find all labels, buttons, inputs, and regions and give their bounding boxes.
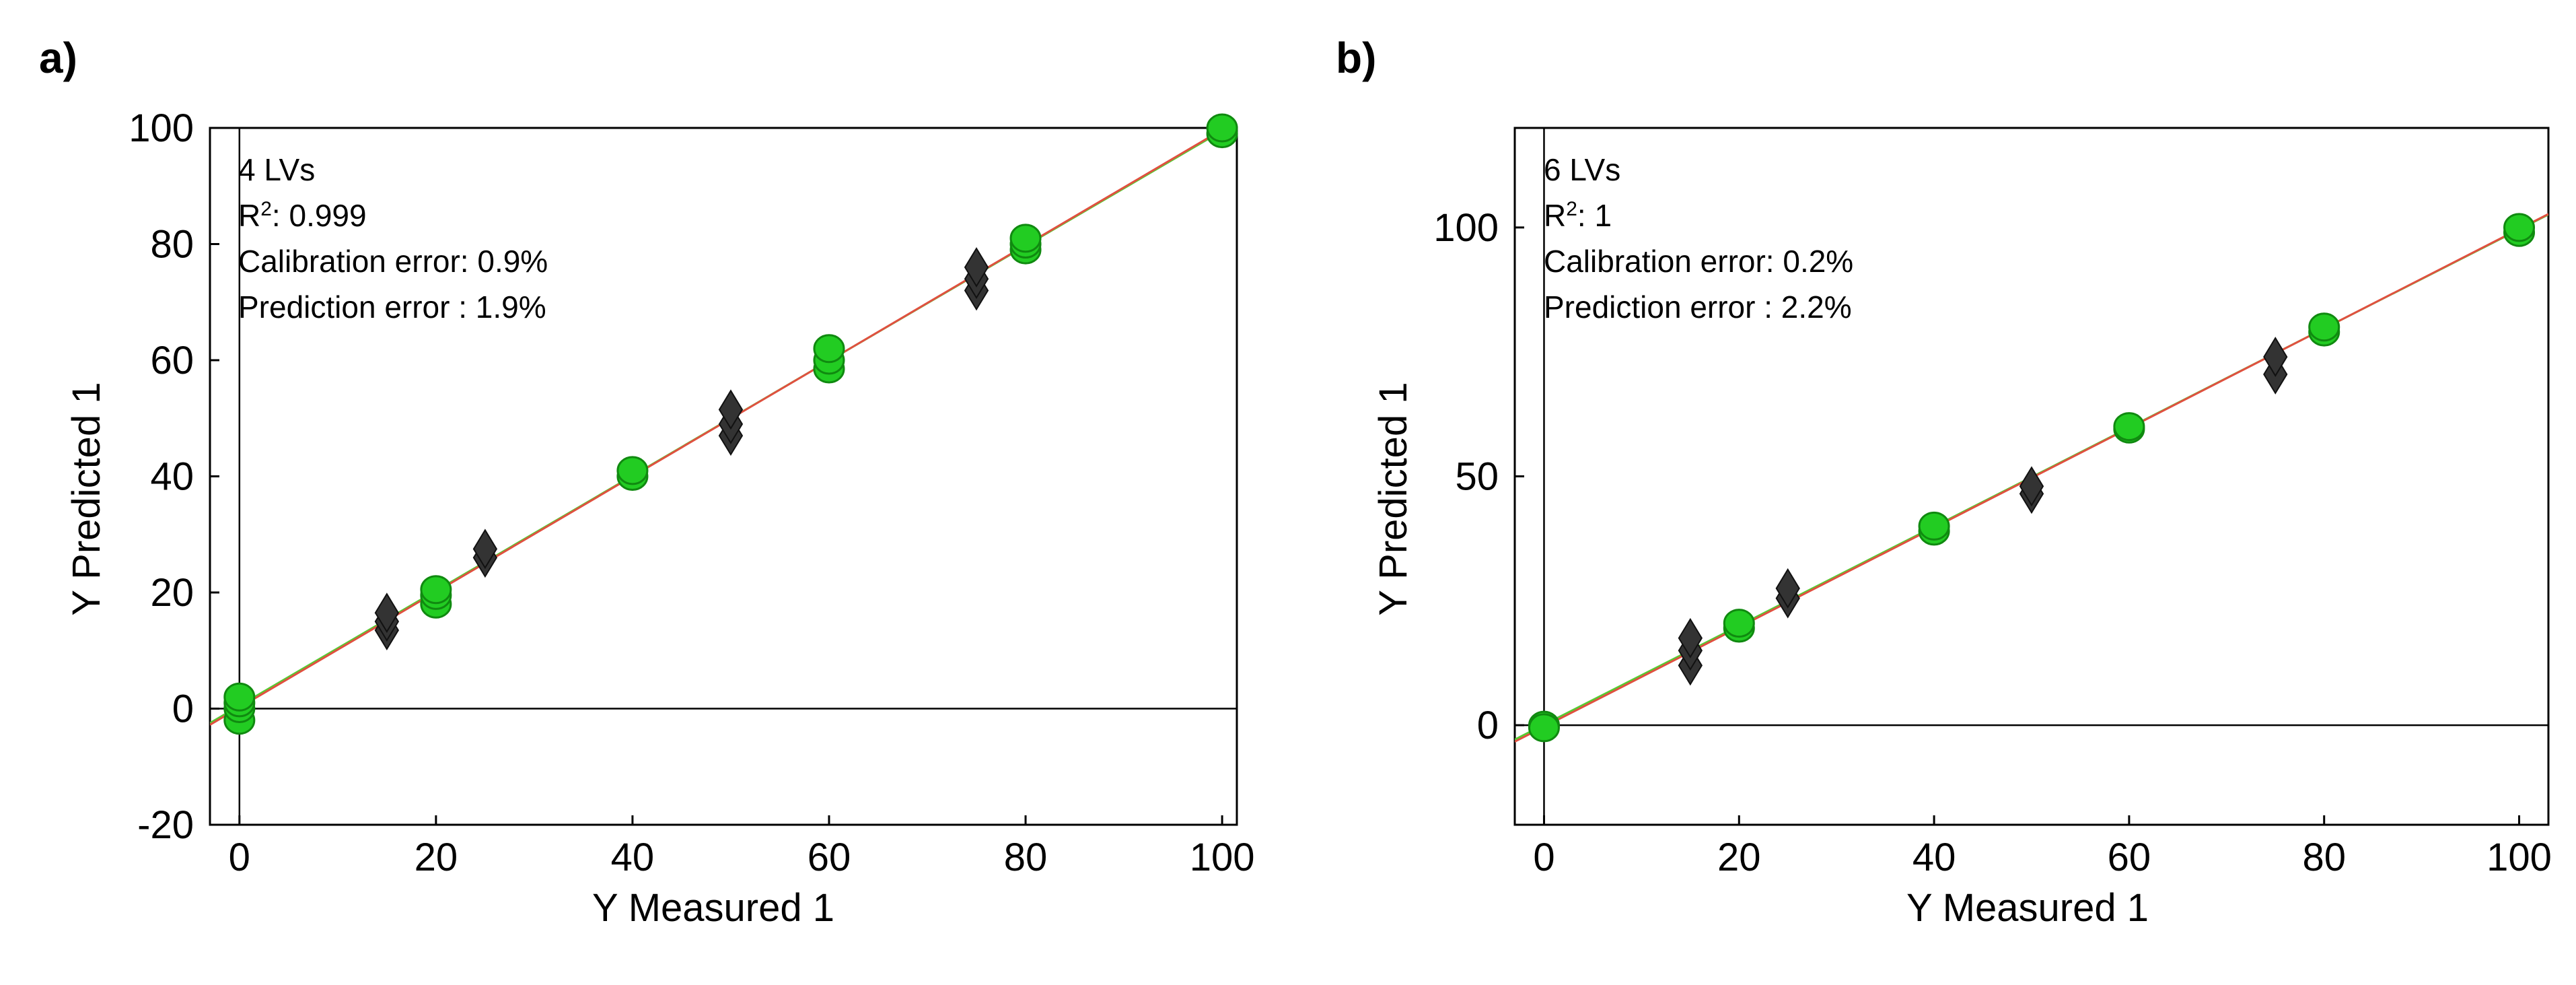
x-tick-label-b: 40 xyxy=(1912,836,1956,879)
calibration-point-b xyxy=(1918,511,1950,541)
x-tick-label-a: 100 xyxy=(1190,836,1255,879)
validation-point-b xyxy=(2019,466,2044,507)
y-tick-label-a: 100 xyxy=(129,106,194,150)
r2-prefix-a: R xyxy=(238,198,260,233)
validation-point-a xyxy=(964,247,989,287)
x-tick-label-b: 60 xyxy=(2108,836,2151,879)
y-tick-label-b: 0 xyxy=(1477,704,1499,747)
lvs-text-b: 6 LVs xyxy=(1544,152,1620,187)
validation-point-a xyxy=(472,529,498,570)
x-axis-label-b: Y Measured 1 xyxy=(1906,886,2149,930)
y-axis-label-b: Y Predicted 1 xyxy=(1371,382,1415,615)
y-tick-label-a: 0 xyxy=(172,687,194,731)
r2-sup-a: 2 xyxy=(260,198,272,220)
calibration-point-b xyxy=(2503,213,2536,242)
calibration-point-a xyxy=(1009,224,1042,253)
r2-text-b: R2: 1 xyxy=(1544,198,1612,233)
x-axis-label-a: Y Measured 1 xyxy=(592,886,834,930)
panel-label-b: b) xyxy=(1336,34,1376,82)
panel-label-a: a) xyxy=(39,34,77,82)
validation-point-b xyxy=(2263,337,2288,377)
calibration-error-text-b: Calibration error: 0.2% xyxy=(1544,244,1853,279)
r2-value-b: : 1 xyxy=(1577,198,1612,233)
annotation-b: 6 LVs R2: 1 Calibration error: 0.2% Pred… xyxy=(1544,152,1853,325)
y-tick-label-a: 60 xyxy=(150,339,194,382)
y-tick-label-a: 20 xyxy=(150,571,194,615)
y-tick-label-a: -20 xyxy=(137,803,194,847)
y-tick-label-a: 80 xyxy=(150,223,194,267)
calibration-point-b xyxy=(2113,412,2145,442)
panel-a: a) Y Measured 1 Y Predicted 1 4 LVs R2: … xyxy=(39,34,1254,930)
prediction-error-text-a: Prediction error : 1.9% xyxy=(238,290,546,325)
y-tick-label-b: 50 xyxy=(1455,455,1499,499)
calibration-point-a xyxy=(420,575,452,605)
x-tick-label-a: 60 xyxy=(808,836,851,879)
validation-point-b xyxy=(1678,617,1703,658)
r2-value-a: : 0.999 xyxy=(272,198,367,233)
x-tick-label-b: 80 xyxy=(2302,836,2346,879)
lvs-text-a: 4 LVs xyxy=(238,152,315,187)
y-tick-label-b: 100 xyxy=(1433,206,1499,250)
x-tick-label-a: 20 xyxy=(415,836,458,879)
x-tick-label-b: 20 xyxy=(1717,836,1761,879)
panel-b: b) Y Measured 1 Y Predicted 1 6 LVs R2: … xyxy=(1336,34,2552,930)
calibration-error-text-a: Calibration error: 0.9% xyxy=(238,244,548,279)
validation-point-b xyxy=(1775,568,1800,609)
y-tick-label-a: 40 xyxy=(150,455,194,499)
calibration-point-a xyxy=(616,456,649,485)
x-tick-label-b: 100 xyxy=(2486,836,2552,879)
r2-sup-b: 2 xyxy=(1566,198,1577,220)
calibration-point-b xyxy=(2308,312,2340,342)
x-tick-label-a: 0 xyxy=(229,836,250,879)
x-tick-label-a: 80 xyxy=(1004,836,1048,879)
prediction-error-text-b: Prediction error : 2.2% xyxy=(1544,290,1852,325)
validation-point-a xyxy=(374,592,400,634)
calibration-point-b xyxy=(1528,713,1560,743)
calibration-point-a xyxy=(223,682,256,712)
y-axis-label-a: Y Predicted 1 xyxy=(65,382,108,615)
x-tick-label-a: 40 xyxy=(611,836,655,879)
calibration-point-b xyxy=(1723,609,1755,638)
validation-point-a xyxy=(718,389,744,430)
calibration-point-a xyxy=(1206,113,1238,143)
r2-text-a: R2: 0.999 xyxy=(238,198,367,233)
x-tick-label-b: 0 xyxy=(1533,836,1554,879)
calibration-point-a xyxy=(813,334,845,364)
r2-prefix-b: R xyxy=(1544,198,1566,233)
annotation-a: 4 LVs R2: 0.999 Calibration error: 0.9% … xyxy=(238,152,548,325)
